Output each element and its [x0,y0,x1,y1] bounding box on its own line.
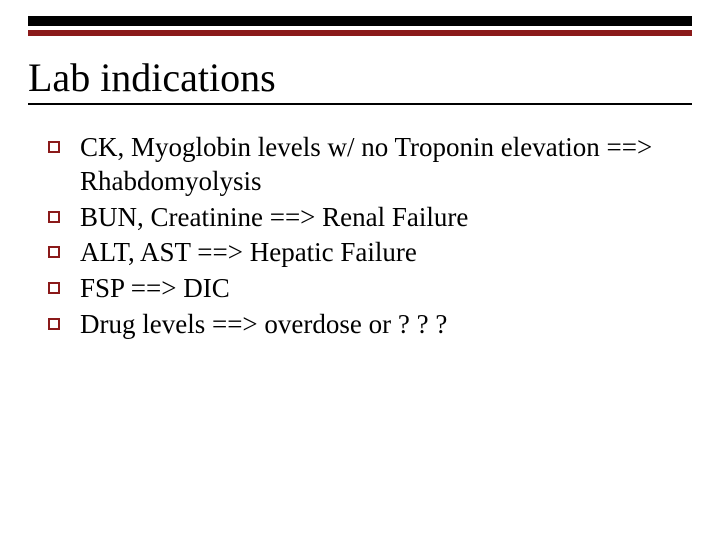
slide-container: Lab indications CK, Myoglobin levels w/ … [0,0,720,540]
list-item-text: Drug levels ==> overdose or ? ? ? [80,308,447,342]
bullet-list: CK, Myoglobin levels w/ no Troponin elev… [28,131,692,342]
list-item-text: FSP ==> DIC [80,272,230,306]
list-item-text: BUN, Creatinine ==> Renal Failure [80,201,468,235]
slide-title: Lab indications [28,54,692,101]
list-item-text: CK, Myoglobin levels w/ no Troponin elev… [80,131,692,199]
list-item: CK, Myoglobin levels w/ no Troponin elev… [48,131,692,199]
title-underline [28,103,692,105]
square-bullet-icon [48,282,60,294]
list-item-text: ALT, AST ==> Hepatic Failure [80,236,417,270]
top-bar-dark [28,16,692,26]
square-bullet-icon [48,246,60,258]
square-bullet-icon [48,141,60,153]
top-bar-accent [28,30,692,36]
list-item: Drug levels ==> overdose or ? ? ? [48,308,692,342]
list-item: ALT, AST ==> Hepatic Failure [48,236,692,270]
square-bullet-icon [48,211,60,223]
list-item: BUN, Creatinine ==> Renal Failure [48,201,692,235]
list-item: FSP ==> DIC [48,272,692,306]
square-bullet-icon [48,318,60,330]
